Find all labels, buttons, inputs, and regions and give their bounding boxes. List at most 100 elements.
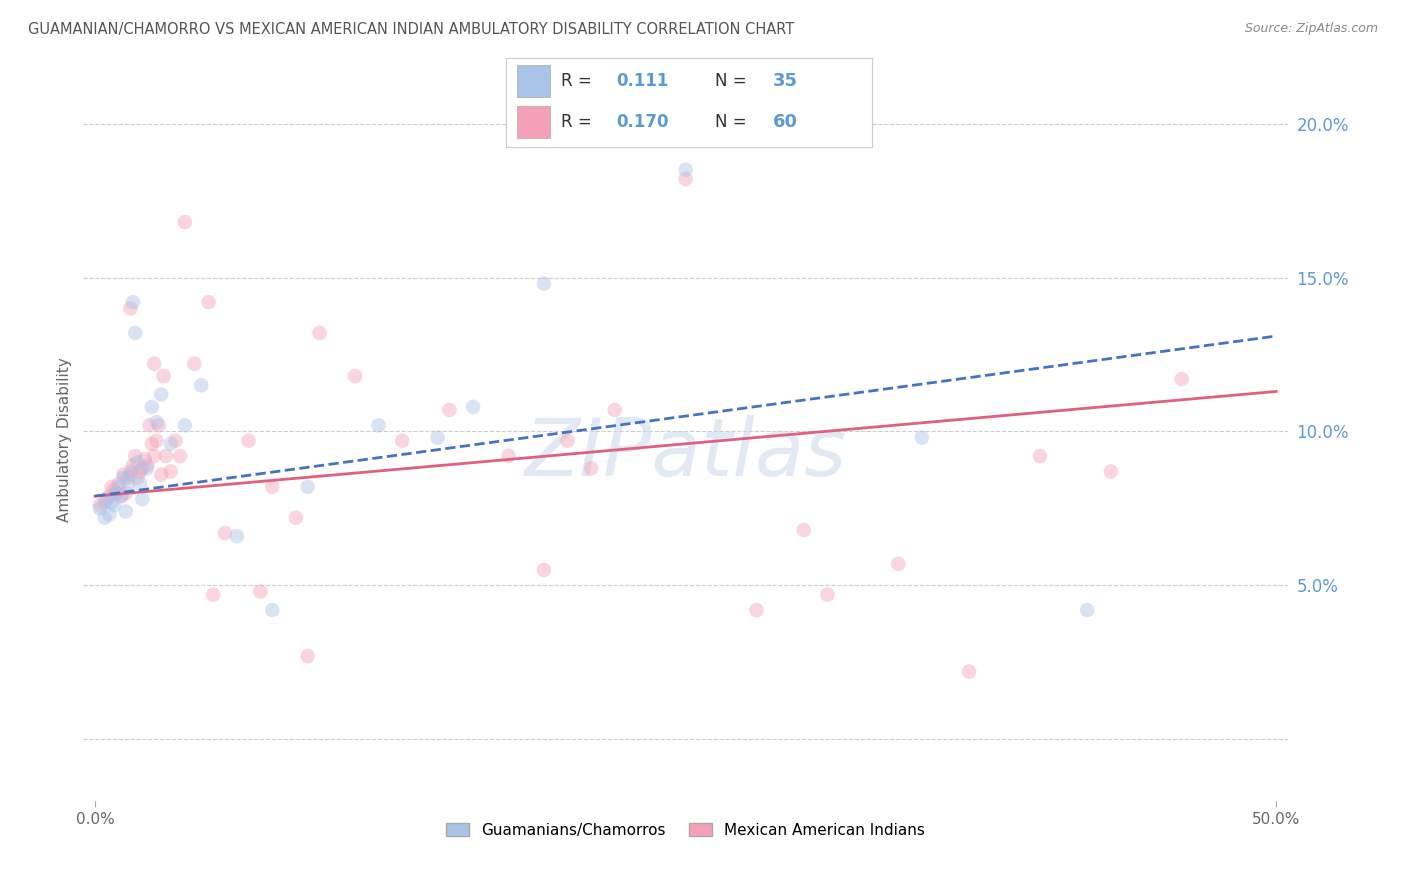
Point [107,480,129,494]
Point [297,649,319,664]
Point [675,162,697,177]
Point [107,476,129,491]
Point [343,369,366,384]
Point [284,510,307,524]
Point [557,434,579,448]
Text: 0.111: 0.111 [616,72,668,90]
Point [1029,449,1052,463]
Point [169,449,191,463]
Point [141,437,163,451]
Point [297,480,319,494]
FancyBboxPatch shape [517,65,550,97]
Legend: Guamanians/Chamorros, Mexican American Indians: Guamanians/Chamorros, Mexican American I… [440,816,931,844]
Point [262,480,284,494]
Point [675,172,697,186]
Point [439,403,461,417]
Point [145,434,167,448]
Point [93,510,115,524]
Y-axis label: Ambulatory Disability: Ambulatory Disability [58,357,72,522]
Point [129,476,152,491]
Point [173,215,195,229]
Point [112,470,135,484]
Point [103,499,125,513]
Text: 0.170: 0.170 [616,113,668,131]
Text: 35: 35 [773,72,799,90]
Point [127,455,149,469]
Point [110,489,132,503]
Point [143,357,166,371]
Point [887,557,910,571]
Point [461,400,484,414]
Point [150,467,173,482]
Text: N =: N = [714,113,747,131]
Point [98,508,121,522]
Point [745,603,768,617]
Point [793,523,815,537]
Point [1099,465,1122,479]
Point [93,495,115,509]
Point [103,483,125,497]
Point [533,563,555,577]
Point [579,461,602,475]
Point [165,434,187,448]
Point [122,295,145,310]
Point [159,465,181,479]
Point [141,400,163,414]
Point [124,449,146,463]
Point [120,467,142,482]
Point [138,418,160,433]
Point [117,470,139,484]
Point [391,434,413,448]
Point [105,486,128,500]
Point [124,326,146,340]
Point [1076,603,1098,617]
Point [96,492,118,507]
Point [173,418,195,433]
FancyBboxPatch shape [517,106,550,138]
Text: R =: R = [561,113,592,131]
Point [100,495,122,509]
Point [183,357,205,371]
Point [367,418,389,433]
Point [150,387,173,401]
Point [190,378,212,392]
Point [120,301,142,316]
Point [159,437,181,451]
Point [426,431,449,445]
Point [114,504,136,518]
Text: Source: ZipAtlas.com: Source: ZipAtlas.com [1244,22,1378,36]
Point [136,458,159,473]
Point [105,486,128,500]
Point [145,415,167,429]
Point [533,277,555,291]
Point [134,452,156,467]
Point [249,584,271,599]
Point [815,588,838,602]
Text: ZIPatlas: ZIPatlas [524,415,846,492]
Point [120,465,142,479]
Point [110,489,132,503]
Point [202,588,225,602]
Point [197,295,219,310]
Point [603,403,626,417]
Point [1170,372,1192,386]
Text: R =: R = [561,72,592,90]
Point [131,492,153,507]
Point [129,465,152,479]
Point [100,480,122,494]
Point [122,458,145,473]
Text: GUAMANIAN/CHAMORRO VS MEXICAN AMERICAN INDIAN AMBULATORY DISABILITY CORRELATION : GUAMANIAN/CHAMORRO VS MEXICAN AMERICAN I… [28,22,794,37]
Point [112,467,135,482]
Point [262,603,284,617]
Point [117,476,139,491]
Point [308,326,330,340]
Text: N =: N = [714,72,747,90]
Point [89,499,111,513]
Point [238,434,260,448]
Point [143,449,166,463]
Point [89,501,111,516]
Text: 60: 60 [773,113,799,131]
Point [98,489,121,503]
Point [152,369,174,384]
Point [225,529,247,543]
